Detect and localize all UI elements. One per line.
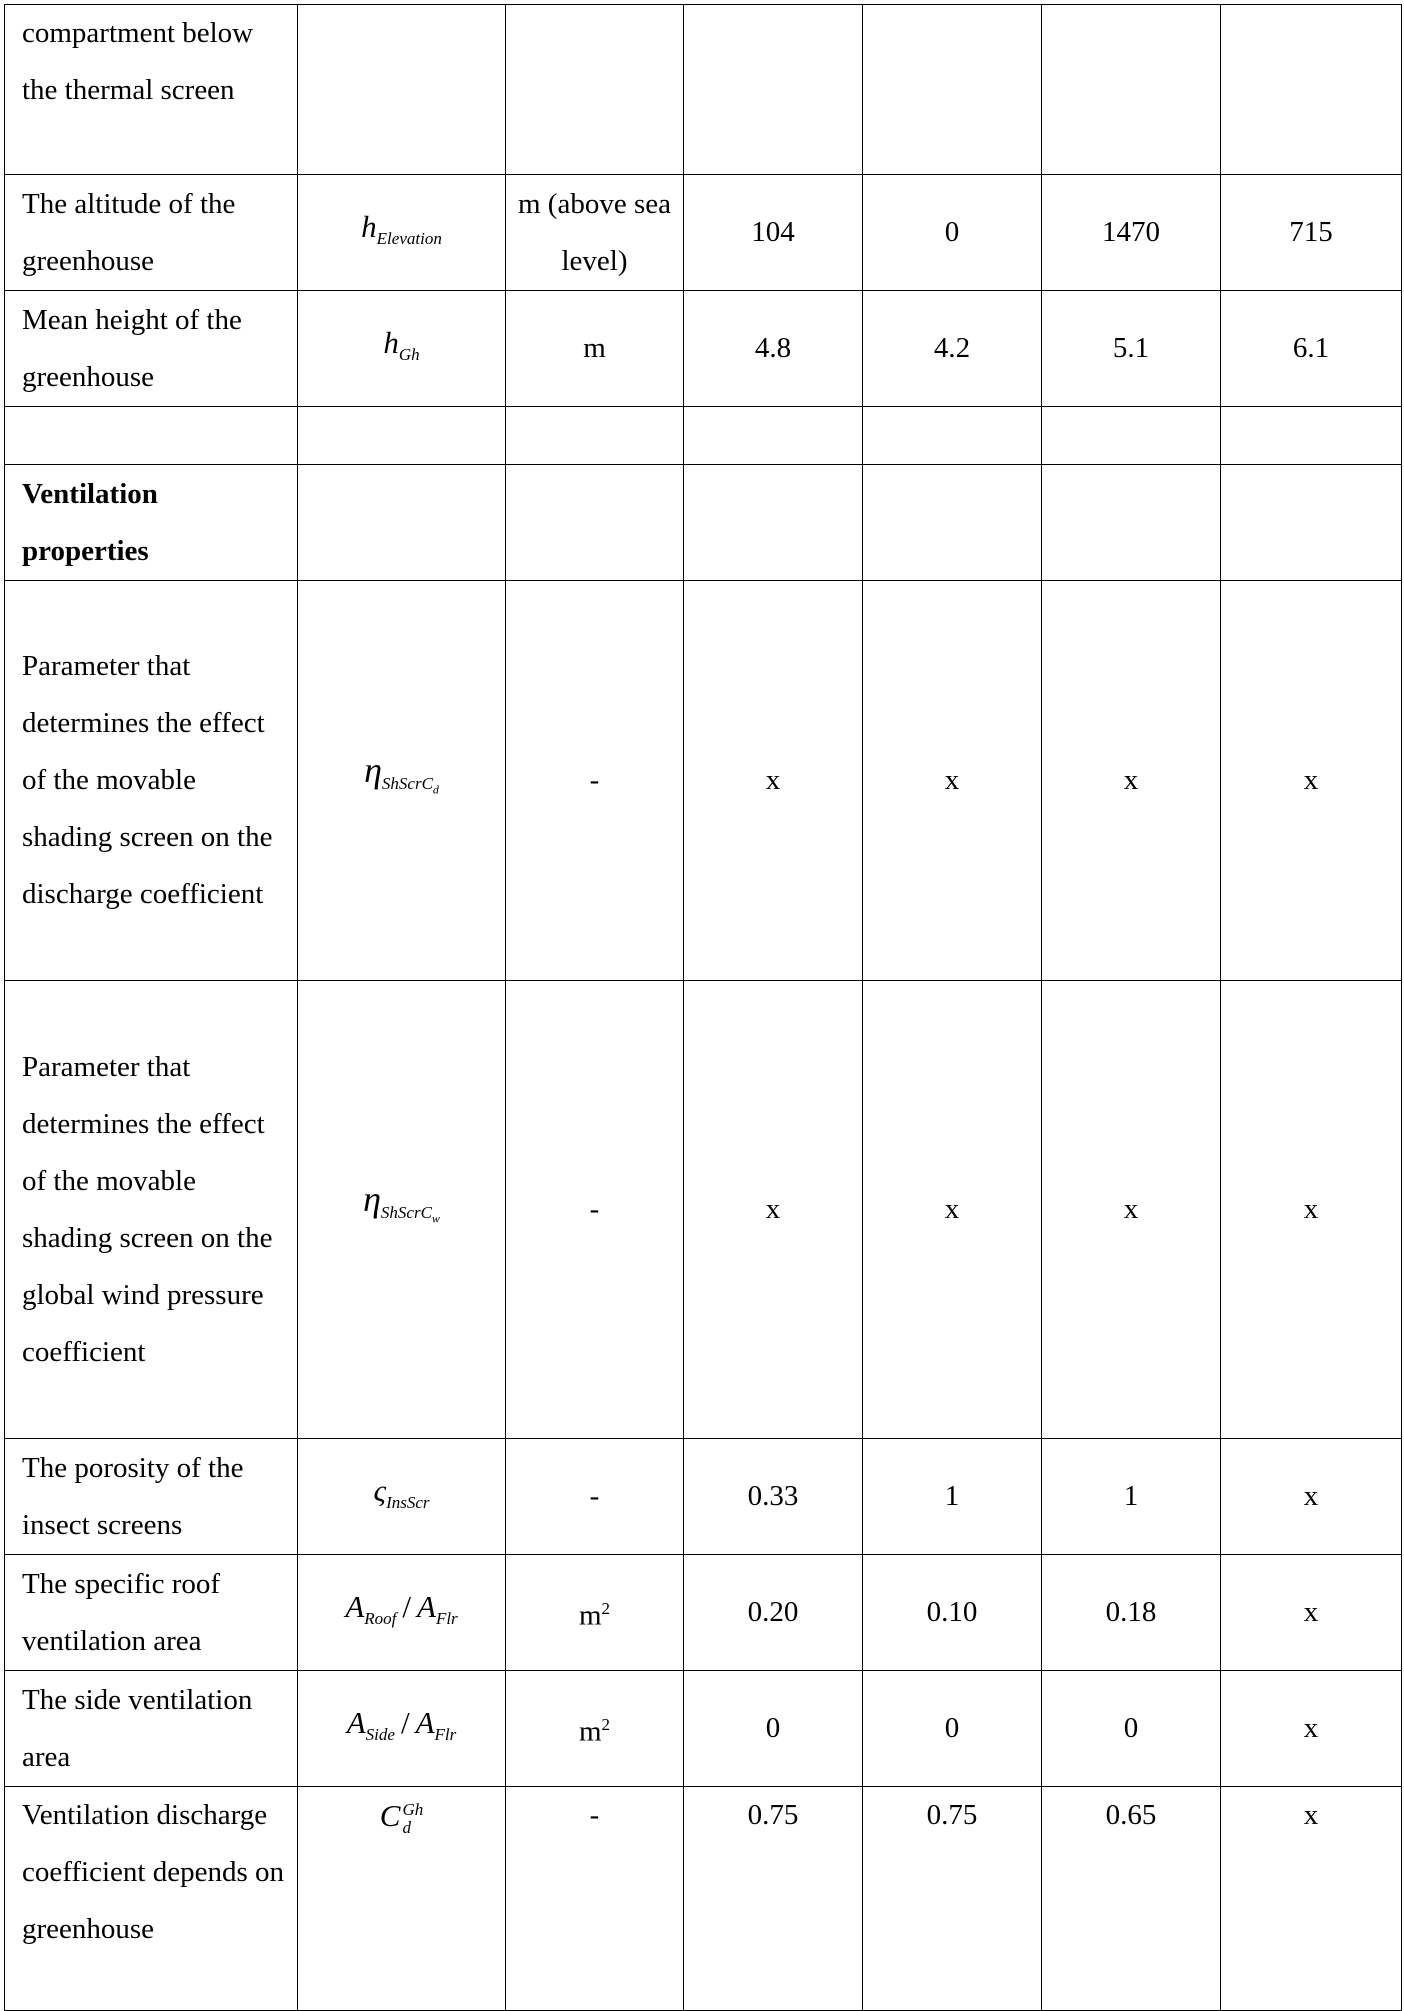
table-row: Mean height of the greenhouse hGh m 4.8 … (4, 290, 1402, 407)
value-cell: 0.65 (1041, 1786, 1221, 2011)
row-description (4, 406, 298, 465)
value-cell: x (1220, 1438, 1402, 1555)
row-unit: - (505, 1786, 684, 2011)
value-cell: 0 (683, 1670, 863, 1787)
table-row: Ventilation discharge coefficient depend… (4, 1786, 1402, 2011)
table-row: The altitude of the greenhouse hElevatio… (4, 174, 1402, 291)
row-unit: m (505, 290, 684, 407)
value-cell: x (1041, 980, 1221, 1439)
row-description: The specific roof ventilation area (4, 1554, 298, 1671)
value-cell: 0 (862, 174, 1042, 291)
parameter-table: compartment below the thermal screen The… (4, 4, 1402, 2011)
row-unit: - (505, 980, 684, 1439)
value-cell: x (862, 580, 1042, 981)
value-cell: x (1220, 580, 1402, 981)
row-unit: - (505, 580, 684, 981)
value-cell: 0.10 (862, 1554, 1042, 1671)
value-cell: 4.8 (683, 290, 863, 407)
value-cell: 0 (1041, 1670, 1221, 1787)
row-description: The altitude of the greenhouse (4, 174, 298, 291)
value-cell: x (1220, 1554, 1402, 1671)
table-row: Parameter that determines the effect of … (4, 980, 1402, 1439)
value-cell: 1 (1041, 1438, 1221, 1555)
row-description: The side ventilation area (4, 1670, 298, 1787)
value-cell: 6.1 (1220, 290, 1402, 407)
value-cell: x (862, 980, 1042, 1439)
table-row: Parameter that determines the effect of … (4, 580, 1402, 981)
row-description: Parameter that determines the effect of … (4, 980, 298, 1439)
value-cell: x (1220, 980, 1402, 1439)
row-unit: - (505, 1438, 684, 1555)
value-cell: 0.33 (683, 1438, 863, 1555)
row-symbol: hGh (297, 290, 506, 407)
value-cell: 104 (683, 174, 863, 291)
value-cell: x (1220, 1786, 1402, 2011)
row-symbol: ARoof / AFlr (297, 1554, 506, 1671)
value-cell: x (1041, 580, 1221, 981)
value-cell: 0 (862, 1670, 1042, 1787)
row-unit: m2 (505, 1554, 684, 1671)
row-description: Mean height of the greenhouse (4, 290, 298, 407)
value-cell: 1 (862, 1438, 1042, 1555)
value-cell: x (683, 980, 863, 1439)
row-symbol: ςInsScr (297, 1438, 506, 1555)
row-symbol: C Gh d (297, 1786, 506, 2011)
row-symbol: ηShScrCw (297, 980, 506, 1439)
row-symbol: ηShScrCd (297, 580, 506, 981)
value-cell: 0.75 (683, 1786, 863, 2011)
table-row: The porosity of the insect screens ςInsS… (4, 1438, 1402, 1555)
row-description: Parameter that determines the effect of … (4, 580, 298, 981)
row-unit: m (above sea level) (505, 174, 684, 291)
table-row (4, 406, 1402, 465)
value-cell: 0.20 (683, 1554, 863, 1671)
value-cell: x (1220, 1670, 1402, 1787)
value-cell: 5.1 (1041, 290, 1221, 407)
row-description: Ventilation discharge coefficient depend… (4, 1786, 298, 2011)
value-cell: 4.2 (862, 290, 1042, 407)
value-cell: 715 (1220, 174, 1402, 291)
value-cell: 1470 (1041, 174, 1221, 291)
table-row: The specific roof ventilation area ARoof… (4, 1554, 1402, 1671)
row-symbol: hElevation (297, 174, 506, 291)
section-heading: Ventilation properties (4, 464, 298, 581)
row-symbol: ASide / AFlr (297, 1670, 506, 1787)
value-cell: 0.75 (862, 1786, 1042, 2011)
value-cell: 0.18 (1041, 1554, 1221, 1671)
table-row: The side ventilation area ASide / AFlr m2 … (4, 1670, 1402, 1787)
row-description: compartment below the thermal screen (4, 4, 298, 175)
row-description: The porosity of the insect screens (4, 1438, 298, 1555)
row-unit: m2 (505, 1670, 684, 1787)
table-row: Ventilation properties (4, 464, 1402, 581)
table-row: compartment below the thermal screen (4, 4, 1402, 175)
value-cell: x (683, 580, 863, 981)
